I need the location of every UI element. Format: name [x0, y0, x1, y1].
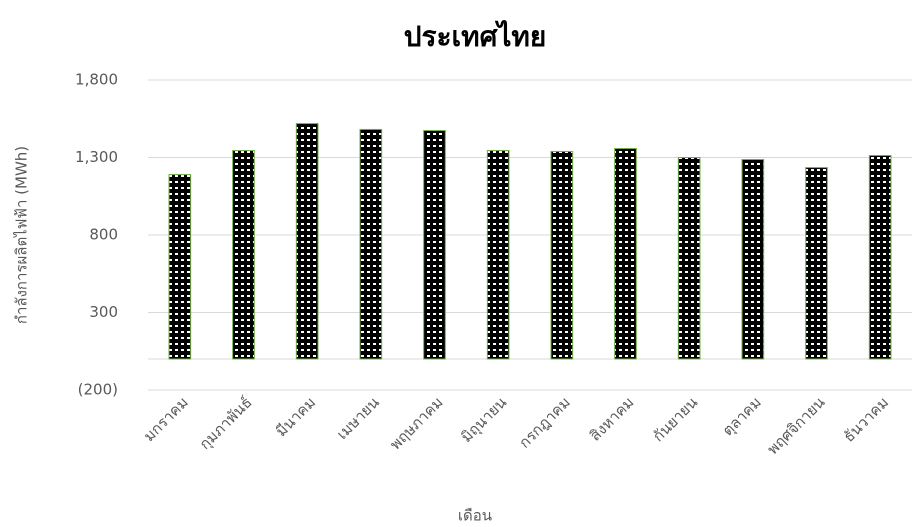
bar: [741, 159, 765, 360]
y-tick-label: 300: [89, 303, 118, 321]
x-tick-label: ตุลาคม: [719, 393, 766, 440]
bar: [550, 150, 574, 360]
x-tick-label: มกราคม: [140, 393, 192, 445]
bar: [359, 128, 383, 360]
x-tick-label: กรกฎาคม: [515, 393, 573, 451]
y-tick-label: 1,800: [75, 71, 118, 89]
bar: [295, 123, 319, 360]
x-tick-label: พฤศจิกายน: [764, 393, 829, 458]
x-tick-label: มิถุนายน: [457, 393, 511, 447]
x-tick-label: ธันวาคม: [840, 393, 892, 445]
bar: [232, 150, 255, 360]
bar: [868, 154, 892, 360]
x-tick-label: กุมภาพันธ์: [196, 393, 257, 454]
x-axis-label: เดือน: [458, 507, 492, 525]
bar: [423, 130, 446, 360]
y-tick-label: 1,300: [75, 148, 118, 166]
x-tick-label: เมษายน: [333, 393, 383, 443]
bar: [805, 167, 828, 360]
bar: [614, 148, 637, 360]
bar: [677, 157, 701, 360]
y-tick-label: 800: [89, 226, 118, 244]
x-tick-label: สิงหาคม: [586, 393, 637, 444]
y-tick-label: (200): [78, 381, 118, 399]
x-tick-label: พฤษภาคม: [386, 393, 446, 453]
x-tick-label: มีนาคม: [272, 393, 319, 440]
x-tick-label: กันยายน: [649, 393, 701, 445]
y-axis-label: กำลังการผลิตไฟฟ้า (MWh): [13, 146, 31, 324]
bar: [168, 174, 192, 360]
bar: [486, 150, 510, 360]
chart-title: ประเทศไทย: [404, 20, 547, 53]
